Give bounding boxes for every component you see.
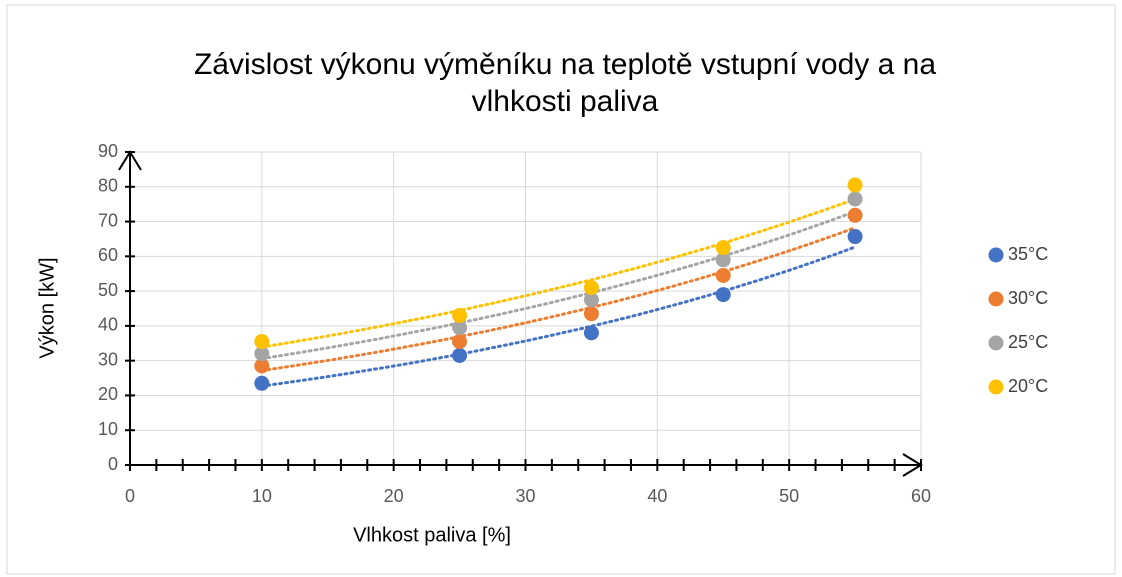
point [847,177,863,193]
point [254,346,270,362]
y-axis-label: Výkon [kW] [36,257,58,358]
point [583,306,599,322]
x-tick-label: 50 [779,486,799,506]
y-tick-label: 40 [98,315,118,335]
point [452,334,468,350]
y-axis-arrow [118,150,142,171]
point [847,191,863,207]
y-tick-label: 80 [98,176,118,196]
chart-title: Závislost výkonu výměníku na teplotě vst… [194,48,936,81]
chart-title: vlhkosti paliva [472,85,659,118]
y-tick-label: 0 [108,454,118,474]
y-tick-label: 20 [98,384,118,404]
legend-label: 30°C [1008,288,1048,308]
point [847,207,863,223]
y-tick-label: 70 [98,210,118,230]
legend-label: 20°C [1008,376,1048,396]
x-tick-label: 10 [252,486,272,506]
chart-frame [6,4,1116,575]
x-tick-label: 30 [515,486,535,506]
point [452,320,468,336]
legend-label: 35°C [1008,244,1048,264]
trendline [260,226,857,373]
point [583,325,599,341]
point [583,292,599,308]
point [452,347,468,363]
legend-marker [988,291,1004,307]
trendline [260,245,857,388]
legend-marker [988,379,1004,395]
y-tick-label: 30 [98,349,118,369]
point [847,229,863,245]
x-axis-label: Vlhkost paliva [%] [353,524,511,546]
y-tick-label: 50 [98,280,118,300]
point [715,252,731,268]
point [715,240,731,256]
legend-marker [988,335,1004,351]
point [254,358,270,374]
x-tick-label: 20 [384,486,404,506]
y-tick-label: 60 [98,245,118,265]
point [254,375,270,391]
trendline [260,197,857,349]
point [583,280,599,296]
y-tick-label: 90 [98,141,118,161]
legend-label: 25°C [1008,332,1048,352]
point [254,334,270,350]
x-axis-arrow [902,453,923,477]
x-tick-label: 60 [911,486,931,506]
y-tick-label: 10 [98,419,118,439]
point [452,307,468,323]
trendline [260,210,857,361]
point [715,287,731,303]
legend-marker [988,247,1004,263]
x-tick-label: 40 [647,486,667,506]
x-tick-label: 0 [125,486,135,506]
point [715,267,731,283]
